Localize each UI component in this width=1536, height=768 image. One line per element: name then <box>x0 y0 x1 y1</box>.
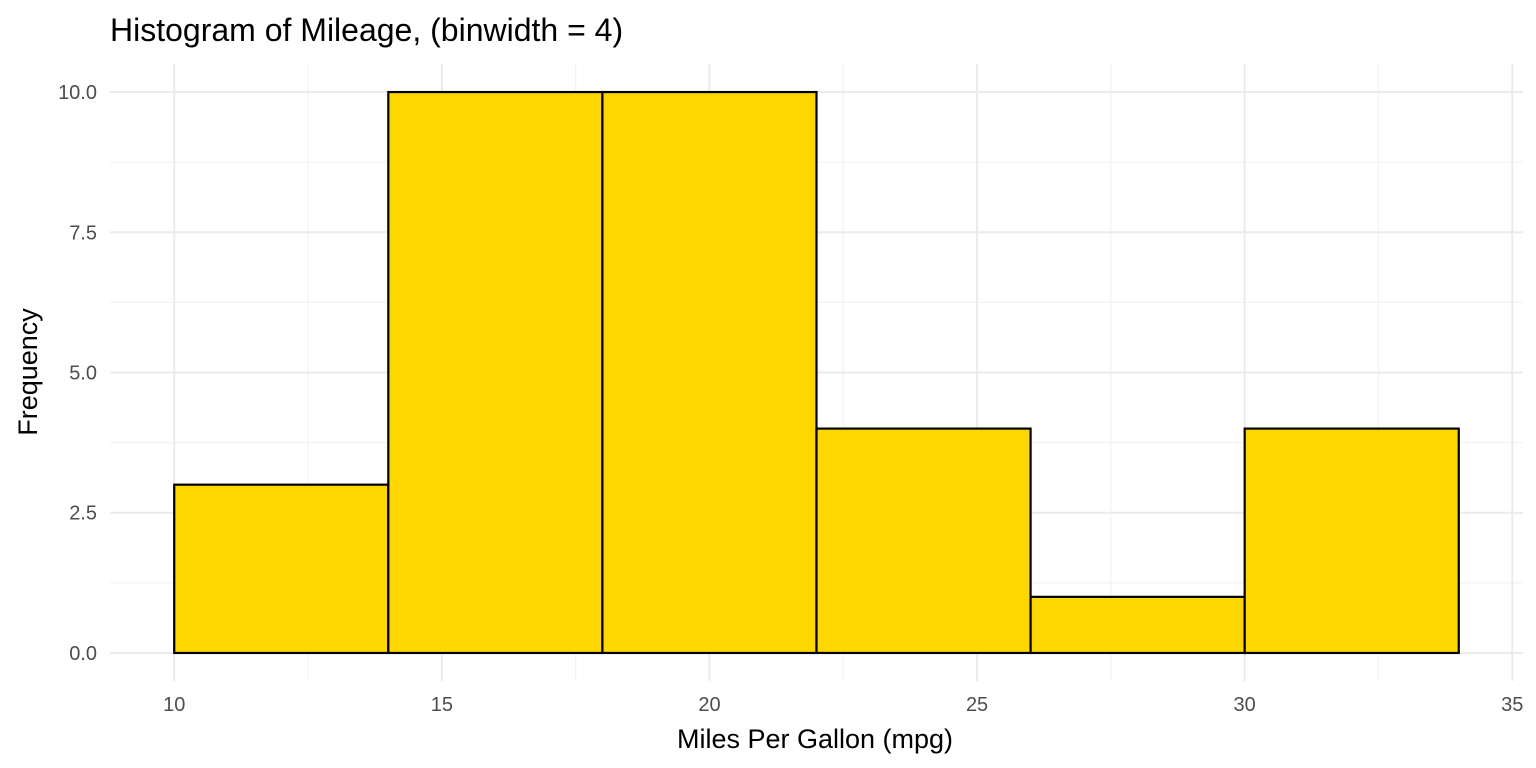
y-tick-label: 2.5 <box>69 503 97 525</box>
chart-title: Histogram of Mileage, (binwidth = 4) <box>110 12 623 48</box>
y-tick-label: 5.0 <box>69 363 97 385</box>
histogram-bar <box>387 90 604 655</box>
y-tick-label: 0.0 <box>69 643 97 665</box>
y-axis-tick-labels: 0.0 2.5 5.0 7.5 10.0 <box>58 82 97 665</box>
x-axis-tick-labels: 10 15 20 25 30 35 <box>163 694 1523 716</box>
x-tick-label: 15 <box>431 694 453 716</box>
y-tick-label: 7.5 <box>69 222 97 244</box>
histogram-bar <box>815 427 1032 655</box>
histogram-bar <box>173 483 390 655</box>
histogram-bar <box>1243 427 1460 655</box>
x-axis-title: Miles Per Gallon (mpg) <box>677 724 953 754</box>
x-tick-label: 30 <box>1234 694 1256 716</box>
x-tick-label: 25 <box>966 694 988 716</box>
histogram-bar <box>1029 595 1246 655</box>
histogram-bar <box>601 90 818 655</box>
y-tick-label: 10.0 <box>58 82 97 104</box>
y-axis-title: Frequency <box>13 308 43 436</box>
x-tick-label: 10 <box>163 694 185 716</box>
x-tick-label: 35 <box>1501 694 1523 716</box>
histogram-bars <box>173 90 1460 655</box>
x-tick-label: 20 <box>698 694 720 716</box>
